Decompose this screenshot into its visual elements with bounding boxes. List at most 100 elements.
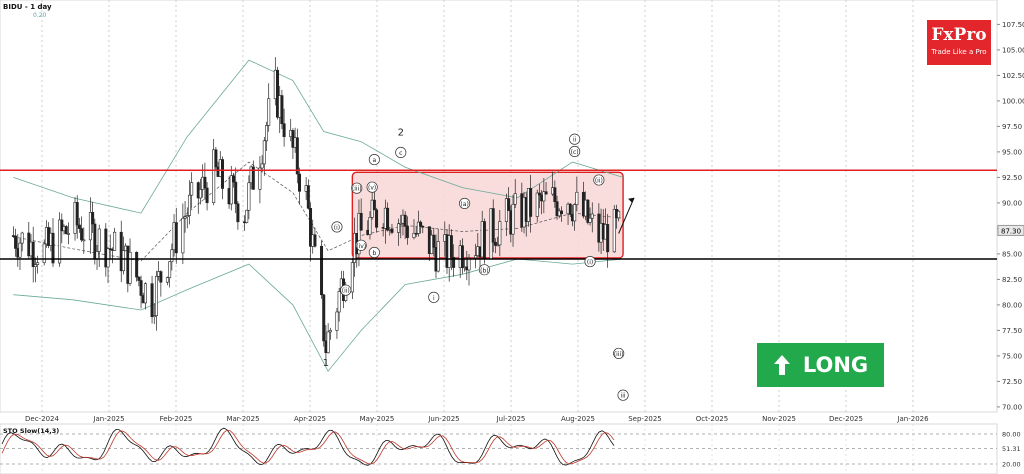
candle-body bbox=[97, 228, 101, 252]
candle-body bbox=[36, 262, 40, 265]
wave-label: iii bbox=[621, 393, 626, 400]
candle-body bbox=[168, 261, 172, 278]
candle-body bbox=[313, 234, 317, 247]
candle-body bbox=[121, 250, 125, 272]
x-tick-label: Aug-2025 bbox=[561, 415, 595, 423]
sto-level-label: 51.31 bbox=[1002, 445, 1021, 453]
candle-body bbox=[372, 199, 376, 211]
candle-body bbox=[357, 213, 361, 255]
x-tick-label: Feb-2025 bbox=[160, 415, 193, 423]
candle-body bbox=[513, 193, 517, 205]
candle-body bbox=[106, 248, 110, 268]
candle-body bbox=[403, 214, 407, 227]
candle-body bbox=[14, 235, 18, 249]
wave-label: (b) bbox=[480, 267, 489, 274]
candle-body bbox=[203, 176, 207, 189]
x-tick-label: Jan-2026 bbox=[896, 415, 929, 423]
candle-body bbox=[88, 212, 92, 241]
candle-body bbox=[390, 229, 394, 233]
x-tick-label: Jan-2025 bbox=[92, 415, 124, 423]
candle-body bbox=[152, 315, 156, 318]
indicator-label: STO Slow(14,3) bbox=[3, 427, 59, 435]
wave-label-ring bbox=[331, 221, 343, 233]
candle-body bbox=[421, 225, 425, 228]
price-label-box bbox=[997, 224, 1024, 236]
x-tick-label: May-2025 bbox=[360, 415, 395, 423]
candle-body bbox=[412, 232, 416, 238]
candle-body bbox=[95, 251, 99, 259]
candle-body bbox=[165, 277, 169, 283]
candle-body bbox=[419, 221, 423, 227]
candle-body bbox=[190, 182, 194, 196]
candle-body bbox=[511, 203, 515, 235]
candle-body bbox=[328, 330, 332, 333]
candle-body bbox=[590, 213, 594, 219]
candle-body bbox=[20, 232, 24, 244]
candle-body bbox=[588, 217, 592, 223]
candle-body bbox=[170, 249, 174, 263]
candle-body bbox=[143, 283, 147, 304]
candle-body bbox=[568, 203, 572, 215]
candle-body bbox=[460, 245, 464, 268]
candle-body bbox=[493, 241, 497, 246]
y-tick-label: 72.50 bbox=[1002, 378, 1022, 386]
candle-body bbox=[51, 232, 55, 264]
wave-label-ring bbox=[355, 239, 367, 251]
candle-body bbox=[159, 271, 163, 283]
candle-body bbox=[150, 283, 154, 318]
wave-label-ring bbox=[569, 145, 581, 157]
projection-arrow bbox=[618, 197, 635, 234]
y-tick-label: 82.50 bbox=[1002, 276, 1022, 284]
sto-level-label: 80.00 bbox=[1002, 431, 1021, 439]
x-tick-label: Sep-2025 bbox=[628, 415, 662, 423]
candle-body bbox=[586, 199, 590, 223]
bollinger-upper bbox=[13, 59, 624, 214]
bollinger-mid bbox=[13, 161, 624, 262]
y-tick-label: 70.00 bbox=[1002, 403, 1022, 411]
candle-body bbox=[282, 123, 286, 137]
wave-label: i bbox=[433, 295, 435, 302]
wave-label: c bbox=[399, 150, 402, 157]
wave-label-ring bbox=[340, 284, 352, 296]
stochastic-d-line bbox=[1, 429, 615, 465]
candle-body bbox=[174, 222, 178, 254]
candle-body bbox=[295, 137, 299, 175]
candle-body bbox=[42, 243, 46, 263]
fxpro-logo: FxPro Trade Like a Pro bbox=[927, 20, 991, 65]
wave-label-ring bbox=[368, 154, 380, 166]
candle-body bbox=[18, 242, 22, 258]
brand-name: FxPro bbox=[931, 25, 987, 45]
candle-body bbox=[399, 222, 403, 225]
candle-body bbox=[606, 224, 610, 253]
y-tick-label: 100.00 bbox=[1002, 97, 1024, 105]
candle-body bbox=[185, 215, 189, 218]
x-tick-label: Apr-2025 bbox=[294, 415, 326, 423]
wave-label-ring bbox=[368, 246, 380, 258]
candle-body bbox=[262, 140, 266, 165]
candle-body bbox=[405, 226, 409, 238]
candle-body bbox=[322, 294, 326, 342]
candle-body bbox=[452, 256, 456, 268]
x-tick-label: Nov-2025 bbox=[762, 415, 796, 423]
wave-label: ii bbox=[573, 137, 577, 144]
candle-body bbox=[414, 232, 418, 235]
wave-label: (iii) bbox=[352, 186, 362, 193]
brand-tagline: Trade Like a Pro bbox=[931, 48, 987, 56]
y-tick-label: 77.50 bbox=[1002, 327, 1022, 335]
wave-label: (ii) bbox=[595, 178, 603, 185]
y-tick-label: 102.50 bbox=[1002, 72, 1024, 80]
candle-body bbox=[491, 208, 495, 243]
projection-arrow-head bbox=[628, 197, 635, 203]
long-signal-badge: LONG bbox=[757, 343, 884, 387]
wave-label-ring bbox=[478, 264, 490, 276]
candle-body bbox=[205, 187, 209, 204]
candle-body bbox=[139, 280, 143, 296]
y-tick-label: 75.00 bbox=[1002, 352, 1022, 360]
candle-body bbox=[80, 228, 84, 241]
candle-body bbox=[31, 241, 35, 267]
candle-body bbox=[251, 166, 255, 190]
candle-body bbox=[104, 228, 108, 268]
wave-label-ring bbox=[428, 291, 440, 303]
candle-body bbox=[137, 276, 141, 281]
